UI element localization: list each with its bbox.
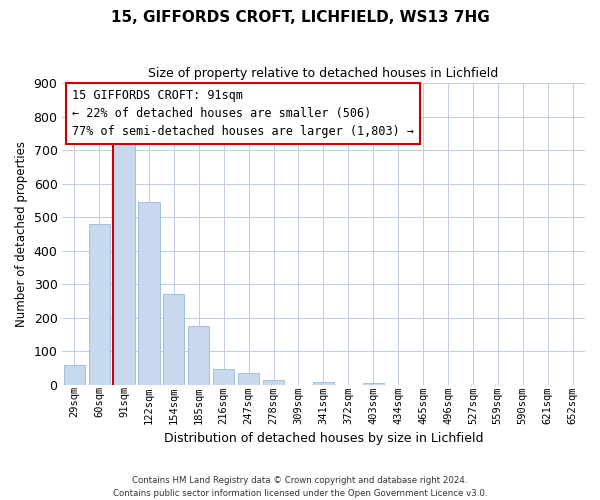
Bar (139, 202, 160, 385)
Bar (263, 380, 284, 385)
Bar (362, 383, 384, 385)
Bar (213, 368, 234, 385)
Bar (238, 373, 259, 385)
Text: Contains HM Land Registry data © Crown copyright and database right 2024.
Contai: Contains HM Land Registry data © Crown c… (113, 476, 487, 498)
Bar (188, 326, 209, 385)
Y-axis label: Number of detached properties: Number of detached properties (15, 141, 28, 327)
Bar (64, 364, 85, 385)
Title: Size of property relative to detached houses in Lichfield: Size of property relative to detached ho… (148, 68, 499, 80)
X-axis label: Distribution of detached houses by size in Lichfield: Distribution of detached houses by size … (164, 432, 483, 445)
Bar (89, 224, 110, 385)
Bar (113, 144, 134, 385)
Text: 15, GIFFORDS CROFT, LICHFIELD, WS13 7HG: 15, GIFFORDS CROFT, LICHFIELD, WS13 7HG (110, 10, 490, 25)
Bar (163, 294, 184, 385)
Bar (313, 382, 334, 385)
Text: 15 GIFFORDS CROFT: 91sqm
← 22% of detached houses are smaller (506)
77% of semi-: 15 GIFFORDS CROFT: 91sqm ← 22% of detach… (72, 89, 414, 138)
